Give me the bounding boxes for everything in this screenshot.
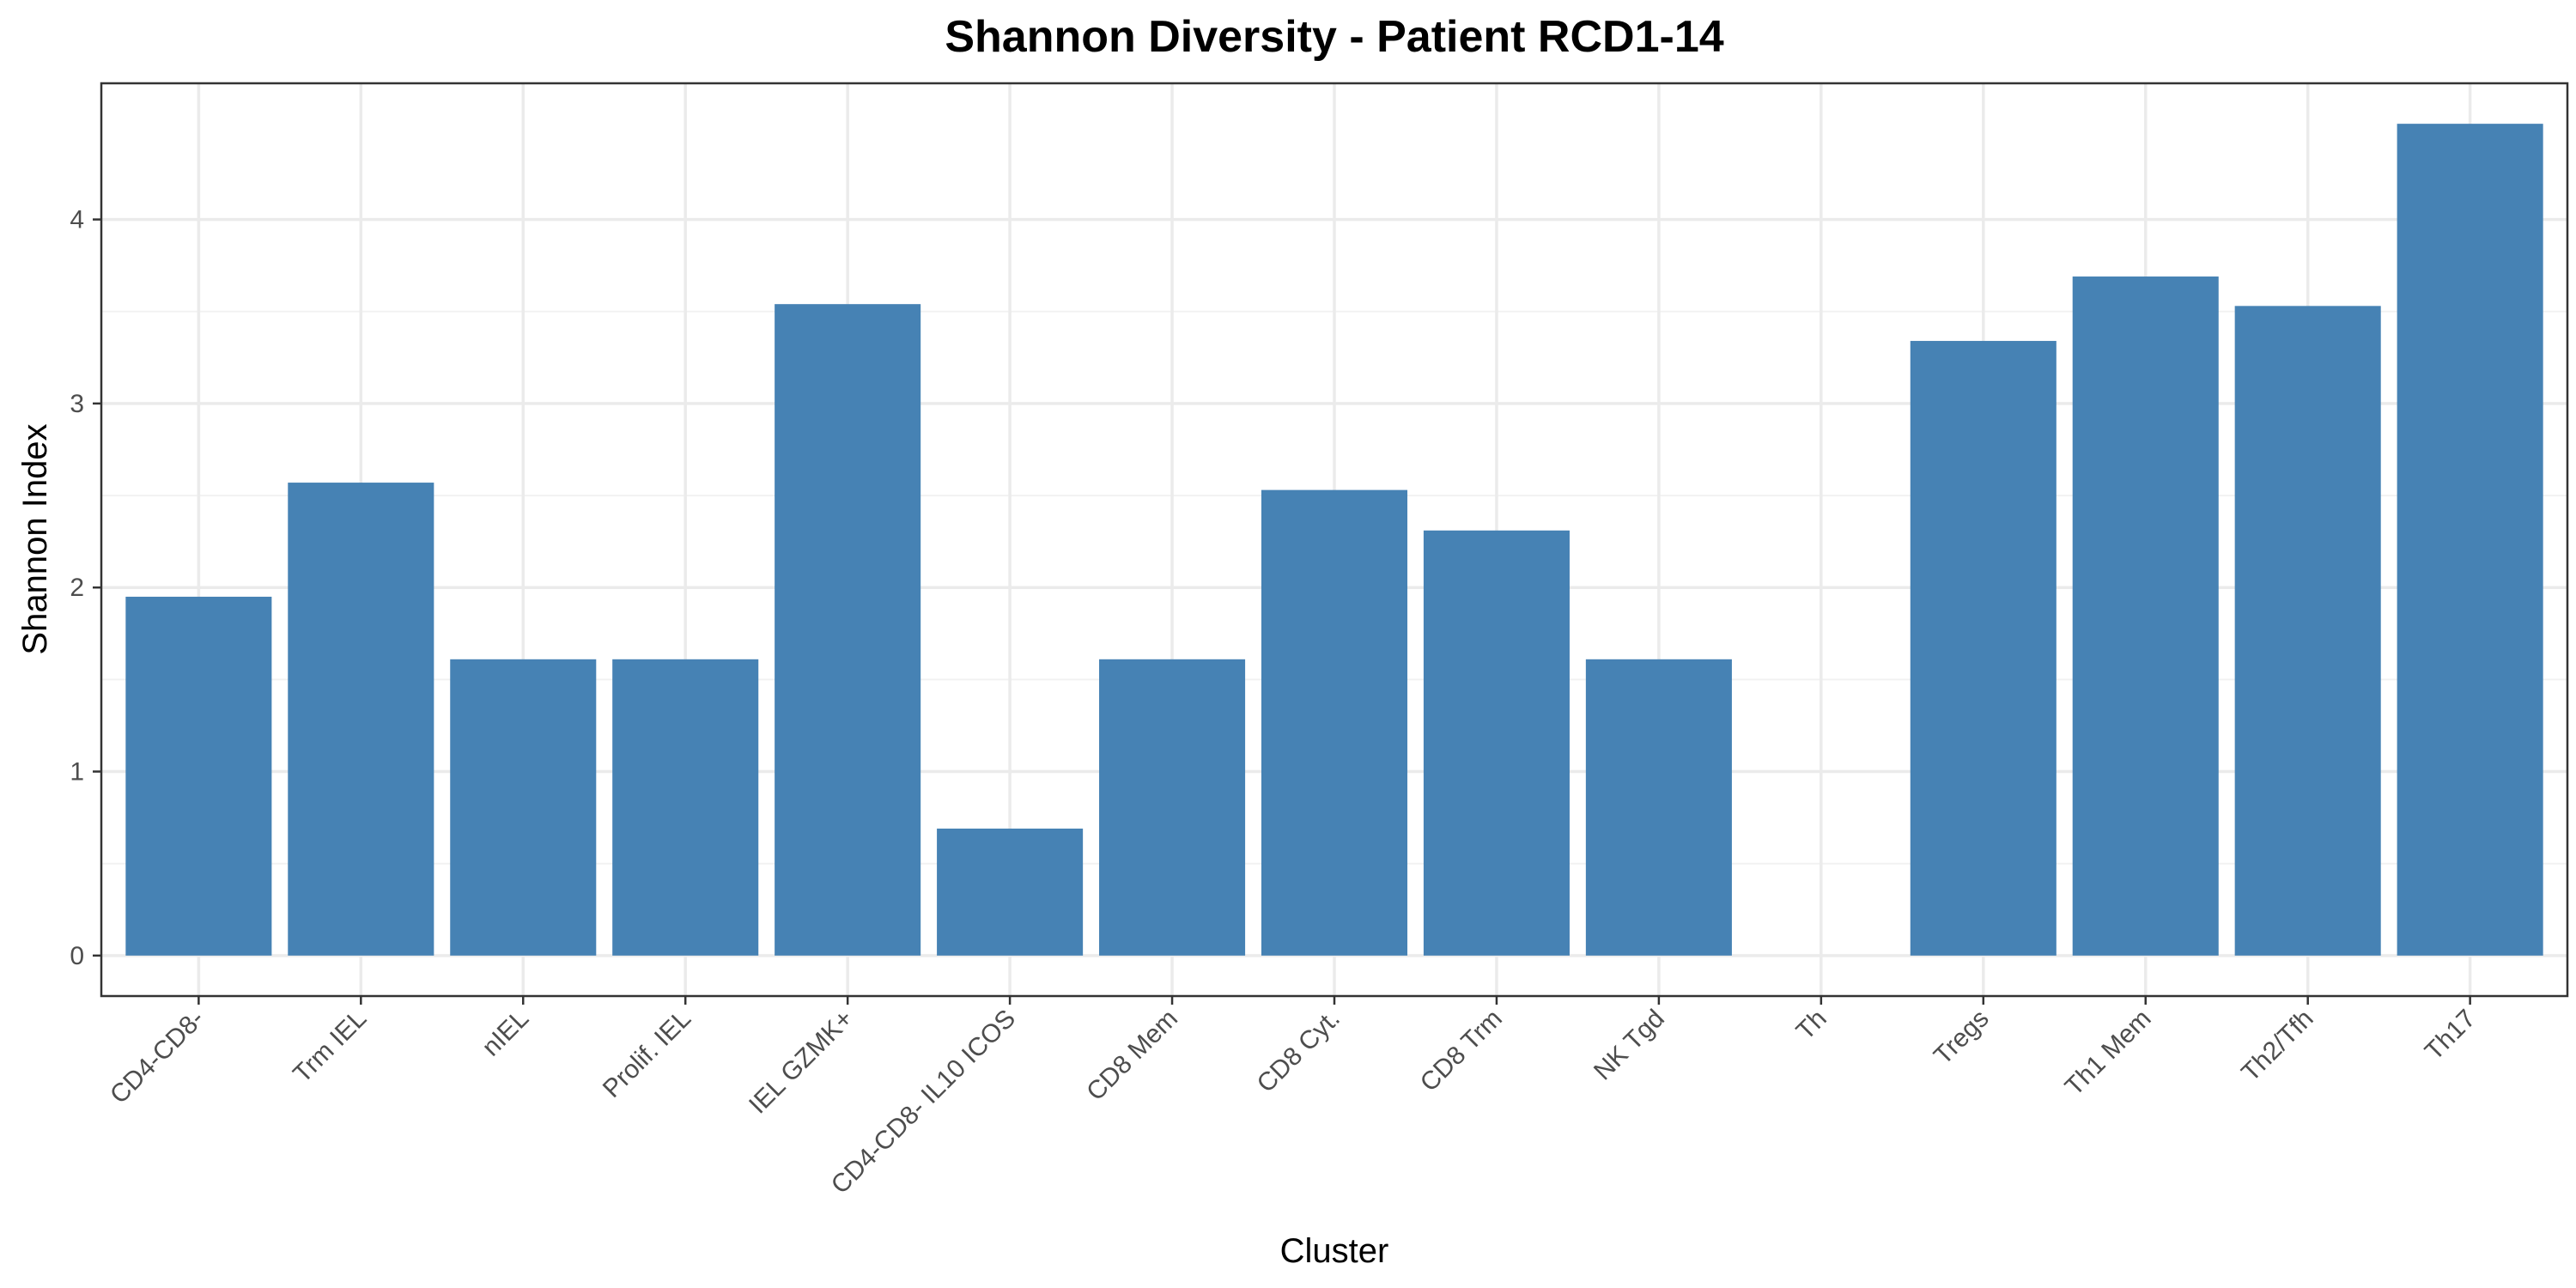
x-tick-label: Trm IEL: [288, 1005, 372, 1089]
x-tick-label: Tregs: [1929, 1005, 1995, 1071]
bar: [937, 828, 1084, 956]
x-tick-label: IEL GZMK+: [744, 1005, 859, 1120]
y-tick-label: 2: [70, 574, 84, 602]
x-tick-label: Th17: [2420, 1005, 2482, 1066]
x-tick-label: Th: [1791, 1005, 1832, 1046]
bar: [1910, 341, 2057, 956]
bar: [1261, 489, 1408, 956]
x-tick-label: CD4-CD8-: [105, 1005, 210, 1109]
x-tick-label: NK Tgd: [1589, 1005, 1670, 1086]
x-axis-title: Cluster: [1280, 1232, 1389, 1270]
bar: [2072, 276, 2219, 956]
x-tick-label: Th2/Tfh: [2236, 1005, 2318, 1087]
bar: [1099, 659, 1246, 956]
x-tick-label: CD8 Cyt.: [1252, 1005, 1346, 1098]
x-tick-label: Th1 Mem: [2060, 1005, 2157, 1102]
x-tick-label: Prolif. IEL: [598, 1005, 696, 1103]
y-tick-label: 0: [70, 942, 84, 970]
bar: [2234, 306, 2381, 956]
bar: [288, 483, 434, 956]
x-tick-label: nIEL: [477, 1005, 534, 1062]
y-axis: 0 1 2 3 4: [70, 206, 101, 970]
x-tick-label: CD8 Mem: [1081, 1005, 1183, 1107]
bar: [450, 659, 597, 956]
y-tick-label: 3: [70, 390, 84, 418]
y-axis-title: Shannon Index: [16, 423, 54, 654]
bar: [2397, 124, 2543, 956]
bar: [775, 304, 921, 956]
x-tick-label: CD4-CD8- IL10 ICOS: [826, 1005, 1021, 1200]
bar: [612, 659, 759, 956]
chart-title: Shannon Diversity - Patient RCD1-14: [945, 12, 1723, 62]
bar: [125, 596, 272, 956]
x-tick-label: CD8 Trm: [1415, 1005, 1508, 1097]
y-tick-label: 4: [70, 206, 84, 234]
bar: [1423, 530, 1570, 956]
x-axis: CD4-CD8- Trm IEL nIEL Prolif. IEL IEL GZMK+C…: [105, 996, 2482, 1200]
bars-layer: [125, 124, 2543, 956]
bar: [1585, 659, 1732, 956]
y-tick-label: 1: [70, 758, 84, 787]
